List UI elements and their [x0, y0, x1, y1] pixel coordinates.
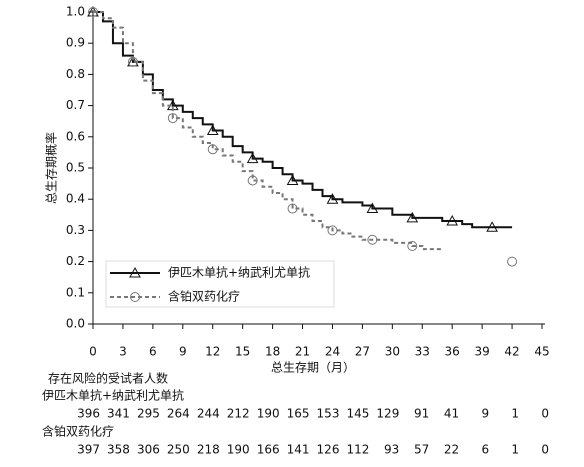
censor-marker	[407, 241, 418, 251]
risk-table-title: 存在风险的受试者人数	[48, 371, 168, 386]
survival-line	[93, 11, 513, 229]
censor-marker	[287, 203, 298, 214]
risk-count: 397	[77, 443, 100, 457]
x-tick-label: 15	[235, 345, 250, 359]
risk-count: 358	[107, 443, 130, 457]
risk-count: 295	[137, 407, 160, 421]
risk-count: 141	[287, 443, 310, 457]
x-tick-label: 36	[445, 345, 460, 359]
censor-marker	[367, 234, 378, 245]
risk-count: 165	[287, 407, 310, 421]
risk-count: 244	[197, 407, 220, 421]
risk-row-name: 含铂双药化疗	[42, 424, 114, 439]
y-tick-label: 0.8	[66, 67, 85, 81]
censor-marker	[326, 193, 339, 204]
risk-count: 153	[317, 407, 340, 421]
legend-marker	[130, 292, 140, 302]
censor-marker	[486, 221, 498, 232]
censor-marker	[327, 225, 338, 236]
risk-count: 112	[346, 443, 369, 457]
x-tick-label: 27	[355, 345, 370, 359]
legend-label: 含铂双药化疗	[168, 289, 240, 304]
risk-count: 1	[511, 443, 519, 457]
x-tick-label: 39	[474, 345, 489, 359]
y-axis-label: 总生存期概率	[44, 132, 59, 204]
risk-count: 91	[414, 407, 429, 421]
censor-marker	[167, 113, 178, 124]
risk-count: 93	[384, 443, 399, 457]
x-tick-label: 9	[179, 345, 187, 359]
risk-count: 1	[511, 407, 519, 421]
risk-count: 218	[197, 443, 220, 457]
risk-count: 129	[376, 407, 399, 421]
risk-count: 396	[77, 407, 100, 421]
risk-count: 166	[257, 443, 280, 457]
y-tick-label: 0.3	[66, 223, 85, 237]
censor-marker	[206, 124, 219, 136]
survival-line	[93, 12, 512, 262]
censor-marker	[247, 175, 258, 186]
y-tick-label: 1.0	[66, 5, 85, 19]
censor-marker	[88, 7, 98, 17]
risk-count: 190	[257, 407, 280, 421]
censor-marker	[446, 215, 459, 226]
x-tick-label: 42	[504, 345, 519, 359]
censor-marker	[406, 211, 419, 223]
censor-marker	[507, 256, 518, 267]
y-tick-label: 0.6	[66, 129, 85, 143]
censor-marker	[246, 152, 259, 164]
x-tick-label: 24	[325, 345, 340, 359]
censor-marker	[127, 56, 138, 67]
risk-count: 57	[414, 443, 429, 457]
x-tick-label: 12	[205, 345, 220, 359]
risk-count: 0	[541, 443, 549, 457]
risk-row-name: 伊匹木单抗+纳武利尤单抗	[42, 388, 184, 403]
y-tick-label: 0.2	[66, 254, 85, 268]
y-tick-label: 0.0	[66, 317, 85, 331]
risk-count: 9	[481, 407, 489, 421]
risk-count: 0	[541, 407, 549, 421]
x-tick-label: 6	[149, 345, 157, 359]
risk-count: 212	[227, 407, 250, 421]
legend-marker	[129, 266, 141, 278]
legend-label: 伊匹木单抗+纳武利尤单抗	[168, 265, 310, 280]
risk-count: 306	[137, 443, 160, 457]
x-tick-label: 18	[265, 345, 280, 359]
x-tick-label: 30	[385, 345, 400, 359]
risk-count: 250	[167, 443, 190, 457]
y-tick-label: 0.1	[66, 285, 85, 299]
y-tick-label: 0.9	[66, 36, 85, 50]
risk-count: 264	[167, 407, 190, 421]
y-tick-label: 0.4	[66, 192, 85, 206]
censor-marker	[366, 202, 379, 214]
x-tick-label: 33	[415, 345, 430, 359]
risk-count: 126	[317, 443, 340, 457]
censor-marker	[207, 144, 218, 155]
censor-marker	[286, 174, 299, 185]
risk-count: 41	[444, 407, 459, 421]
risk-count: 22	[444, 443, 459, 457]
risk-count: 190	[227, 443, 250, 457]
y-tick-label: 0.5	[66, 161, 85, 175]
legend-box	[105, 260, 335, 308]
risk-count: 341	[107, 407, 130, 421]
x-tick-label: 45	[534, 345, 549, 359]
x-tick-label: 0	[89, 345, 97, 359]
risk-count: 6	[481, 443, 489, 457]
y-tick-label: 0.7	[66, 98, 85, 112]
x-axis-label: 总生存期（月）	[271, 361, 355, 375]
risk-count: 145	[346, 407, 369, 421]
x-tick-label: 3	[119, 345, 127, 359]
x-tick-label: 21	[295, 345, 310, 359]
